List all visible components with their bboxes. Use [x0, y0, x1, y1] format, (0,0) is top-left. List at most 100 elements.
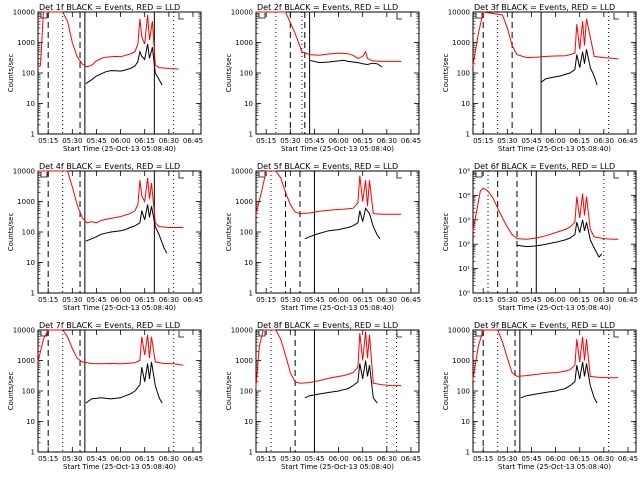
x-tick-label: 05:45 [304, 455, 324, 463]
chart-panel-5: Det 5f BLACK = Events, RED = LLD 1 10 100 10… [225, 162, 421, 312]
x-tick-label: 05:30 [497, 137, 517, 145]
x-axis-label: Start Time (25-Oct-13 05:08:40) [498, 304, 611, 312]
y-tick-label: 100 [240, 70, 253, 78]
corner-marker [40, 331, 48, 337]
events-series-line [85, 204, 168, 254]
x-axis-label: Start Time (25-Oct-13 05:08:40) [63, 304, 176, 312]
x-tick-label: 05:45 [86, 137, 106, 145]
chart-panel-6: Det 6f BLACK = Events, RED = LLD 10⁰ 10¹ 10… [442, 162, 638, 312]
y-tick-label: 10000 [448, 9, 470, 17]
chart-title: Det 1f BLACK = Events, RED = LLD [39, 3, 180, 12]
x-tick-label: 06:30 [377, 455, 397, 463]
x-tick-label: 05:45 [86, 455, 106, 463]
x-tick-label: 05:45 [521, 296, 541, 304]
corner-marker [178, 172, 184, 179]
y-tick-label: 100 [240, 388, 253, 396]
chart-title: Det 6f BLACK = Events, RED = LLD [474, 162, 615, 171]
x-tick-label: 06:00 [328, 296, 348, 304]
plot-frame [255, 11, 420, 135]
y-tick-label: 10³ [458, 216, 470, 224]
y-tick-label: 10 [244, 418, 253, 426]
x-tick-label: 06:15 [135, 455, 155, 463]
y-tick-label: 1 [249, 131, 253, 139]
events-series-line [304, 360, 378, 404]
y-tick-label: 10 [26, 100, 35, 108]
y-tick-label: 10 [461, 100, 470, 108]
x-tick-label: 05:30 [280, 296, 300, 304]
lld-series-line [472, 11, 619, 68]
y-tick-label: 10¹ [458, 265, 470, 273]
y-tick-label: 1000 [235, 198, 253, 206]
x-tick-label: 06:45 [183, 137, 203, 145]
corner-marker [613, 172, 619, 179]
corner-marker [258, 13, 266, 19]
y-tick-label: 1000 [17, 357, 35, 365]
x-tick-label: 05:45 [304, 296, 324, 304]
plot-frame [255, 170, 420, 294]
y-tick-label: 10² [458, 241, 470, 249]
lld-series-line [255, 329, 402, 392]
y-tick-label: 10000 [448, 327, 470, 335]
x-tick-label: 06:45 [618, 455, 638, 463]
y-tick-label: 1 [249, 449, 253, 457]
y-tick-label: 10⁵ [458, 168, 470, 176]
chart-title: Det 7f BLACK = Events, RED = LLD [39, 321, 180, 330]
x-tick-label: 06:30 [594, 296, 614, 304]
x-tick-label: 06:15 [353, 296, 373, 304]
chart-title: Det 4f BLACK = Events, RED = LLD [39, 162, 180, 171]
x-tick-label: 05:15 [38, 455, 58, 463]
events-series-line [520, 361, 598, 404]
y-axis-label: Counts/sec [7, 372, 15, 411]
x-tick-label: 06:00 [328, 137, 348, 145]
y-tick-label: 100 [240, 229, 253, 237]
lld-series-line [37, 329, 184, 366]
x-tick-label: 06:15 [570, 455, 590, 463]
x-axis-label: Start Time (25-Oct-13 05:08:40) [498, 463, 611, 471]
y-tick-label: 100 [457, 70, 470, 78]
x-tick-label: 06:45 [401, 296, 421, 304]
y-tick-label: 1000 [17, 198, 35, 206]
y-axis-label: Counts/sec [442, 54, 450, 93]
chart-title: Det 5f BLACK = Events, RED = LLD [257, 162, 398, 171]
x-tick-label: 05:45 [304, 137, 324, 145]
corner-marker [613, 13, 619, 20]
events-series-line [85, 43, 163, 86]
events-series-line [304, 207, 381, 240]
corner-marker [396, 172, 402, 179]
y-tick-label: 100 [457, 388, 470, 396]
x-tick-label: 06:45 [618, 137, 638, 145]
corner-marker [178, 13, 184, 20]
x-tick-label: 06:15 [135, 137, 155, 145]
x-tick-label: 06:30 [594, 137, 614, 145]
y-tick-label: 100 [22, 229, 35, 237]
y-tick-label: 10000 [13, 327, 35, 335]
y-axis-label: Counts/sec [442, 213, 450, 252]
x-tick-label: 05:15 [256, 137, 276, 145]
corner-marker [396, 13, 402, 20]
y-tick-label: 1 [31, 290, 35, 298]
y-tick-label: 100 [22, 388, 35, 396]
x-tick-label: 06:00 [328, 455, 348, 463]
x-tick-label: 06:15 [570, 137, 590, 145]
y-tick-label: 10 [461, 418, 470, 426]
x-tick-label: 06:15 [570, 296, 590, 304]
y-axis-label: Counts/sec [225, 213, 233, 252]
lld-series-line [255, 170, 402, 216]
x-tick-label: 06:15 [353, 137, 373, 145]
x-axis-label: Start Time (25-Oct-13 05:08:40) [281, 463, 394, 471]
x-tick-label: 05:15 [38, 296, 58, 304]
x-tick-label: 05:45 [521, 455, 541, 463]
y-tick-label: 1000 [235, 357, 253, 365]
x-tick-label: 05:30 [497, 296, 517, 304]
lld-series-line [255, 11, 402, 62]
y-tick-label: 1000 [17, 39, 35, 47]
x-tick-label: 05:30 [62, 455, 82, 463]
chart-title: Det 9f BLACK = Events, RED = LLD [474, 321, 615, 330]
chart-panel-4: Det 4f BLACK = Events, RED = LLD 1 10 100 10… [7, 162, 203, 312]
x-axis-label: Start Time (25-Oct-13 05:08:40) [281, 304, 394, 312]
corner-marker [40, 13, 48, 19]
x-tick-label: 06:15 [135, 296, 155, 304]
x-tick-label: 06:45 [183, 296, 203, 304]
x-tick-label: 06:30 [594, 455, 614, 463]
